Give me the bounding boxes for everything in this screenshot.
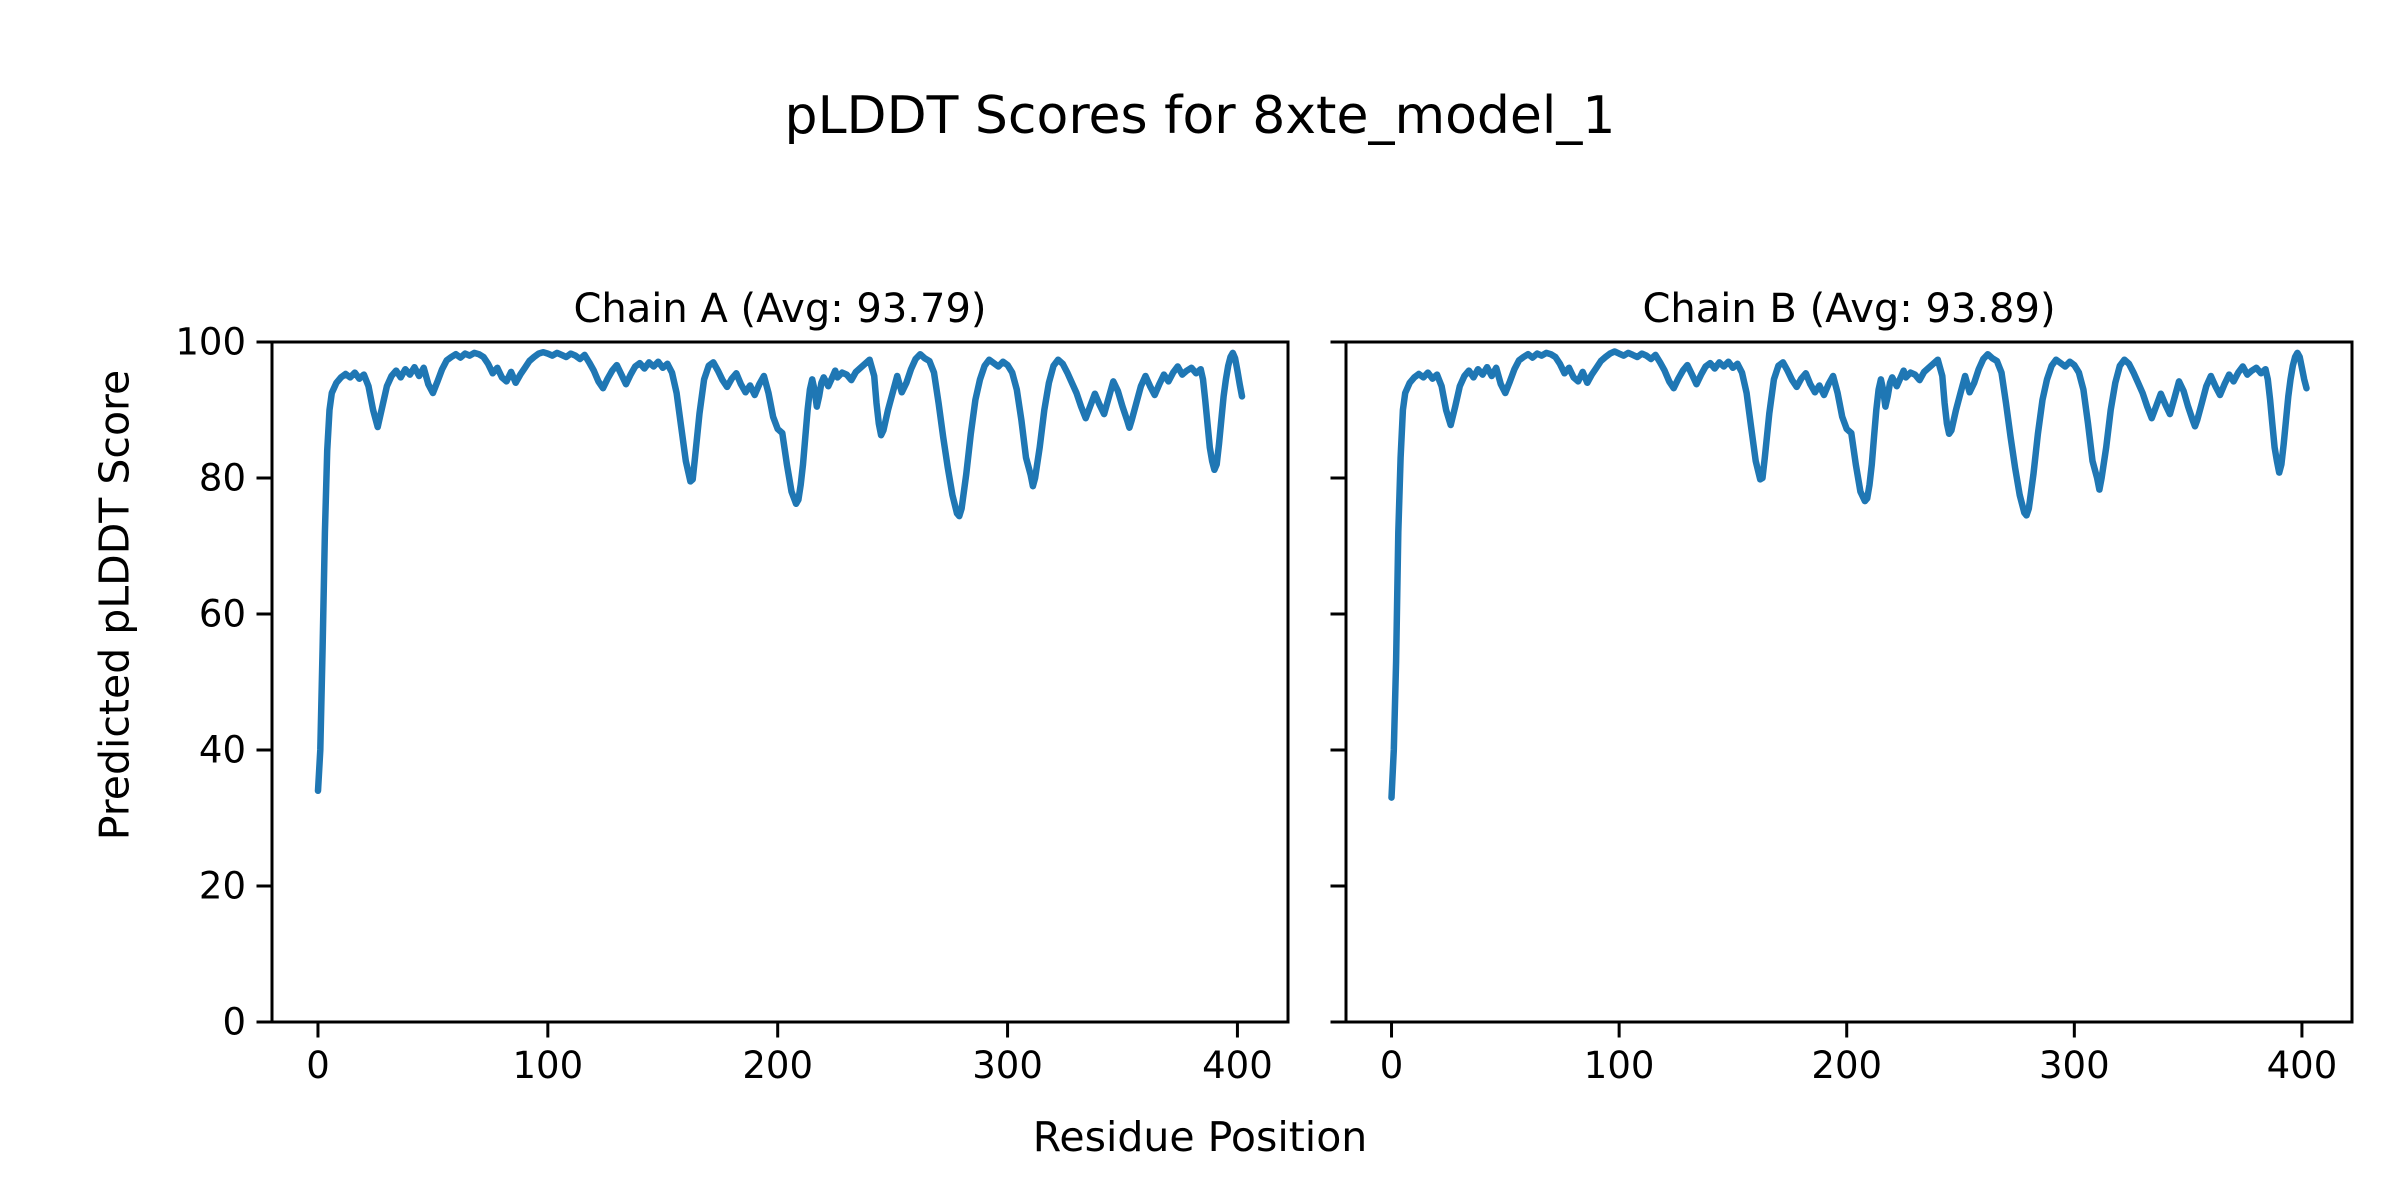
y-tick-label: 60: [198, 592, 246, 636]
chain-b-subplot-title: Chain B (Avg: 93.89): [1642, 286, 2056, 332]
x-tick-label: 300: [2039, 1044, 2110, 1087]
x-tick-label: 200: [1811, 1044, 1883, 1087]
x-tick-label: 400: [2266, 1044, 2338, 1087]
chain-a-subplot-title: Chain A (Avg: 93.79): [573, 286, 987, 332]
chain-b-plddt-line: [1388, 348, 2310, 801]
y-tick-label: 40: [198, 728, 246, 772]
x-tick-label: 200: [742, 1044, 813, 1087]
y-tick-label: 0: [222, 1000, 246, 1044]
chain-b-axes-box: [1344, 340, 2354, 1024]
x-tick-label: 300: [972, 1044, 1043, 1087]
x-tick-label: 400: [1202, 1044, 1273, 1087]
x-tick-label: 0: [306, 1044, 330, 1087]
x-axis-label: Residue Position: [1032, 1113, 1368, 1161]
x-tick-label: 100: [512, 1044, 584, 1087]
y-tick-label: 20: [198, 864, 246, 908]
y-tick-label: 80: [198, 456, 246, 500]
x-tick-label: 0: [1379, 1044, 1404, 1087]
chain-a-axes-box: [270, 340, 1290, 1024]
x-tick-label: 100: [1583, 1044, 1655, 1087]
figure-title: pLDDT Scores for 8xte_model_1: [784, 86, 1616, 146]
y-tick-label: 100: [175, 320, 246, 364]
chain-a-plddt-line: [314, 348, 1246, 795]
y-axis-label: Predicted pLDDT Score: [90, 369, 139, 841]
